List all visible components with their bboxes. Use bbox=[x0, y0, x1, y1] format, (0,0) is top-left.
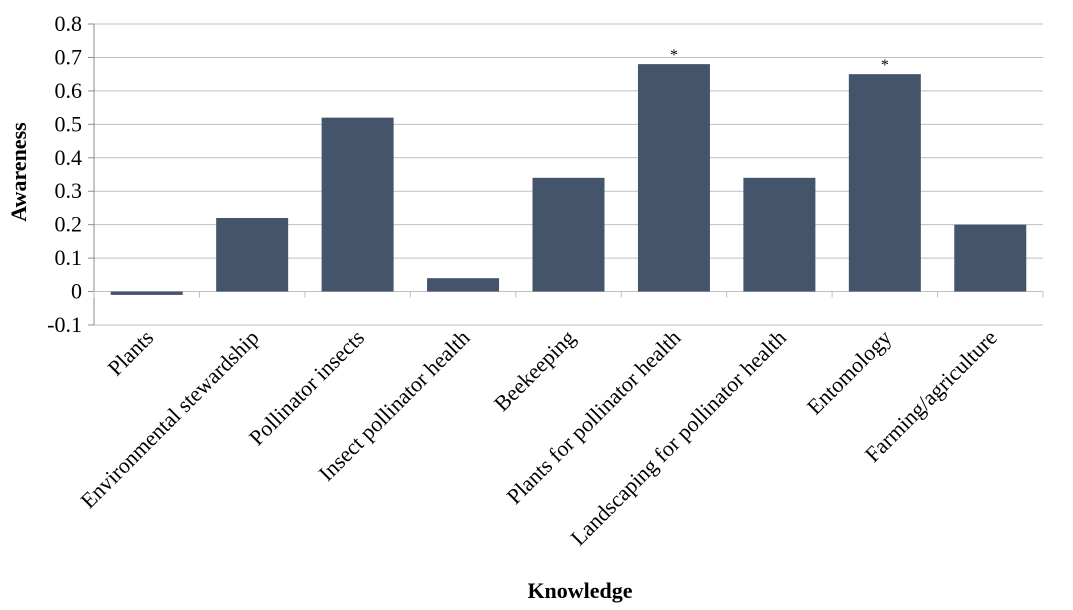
y-axis-title: Awareness bbox=[6, 122, 31, 222]
y-tick-label: 0 bbox=[71, 279, 82, 304]
y-tick-label: 0.3 bbox=[55, 178, 83, 203]
x-category-label: Plants bbox=[103, 325, 159, 381]
y-tick-label: 0.5 bbox=[55, 111, 83, 136]
y-tick-label: 0.7 bbox=[55, 44, 83, 69]
y-tick-label: 0.6 bbox=[55, 78, 83, 103]
y-tick-labels: -0.1 0 0.1 0.2 0.3 0.4 0.5 0.6 0.7 0.8 bbox=[47, 11, 82, 337]
bar-pollinator-insects bbox=[321, 117, 394, 292]
significance-annotation: * bbox=[670, 47, 678, 64]
x-category-label: Beekeeping bbox=[489, 325, 580, 416]
x-axis-title: Knowledge bbox=[527, 578, 632, 603]
y-tick-label: -0.1 bbox=[47, 312, 82, 337]
bar-environmental-stewardship bbox=[216, 217, 289, 292]
bar-entomology bbox=[848, 74, 921, 292]
bar-insect-pollinator-health bbox=[427, 278, 500, 292]
bars bbox=[110, 64, 1027, 295]
annotations: ** bbox=[670, 47, 889, 74]
bar-plants-for-pollinator-health bbox=[637, 64, 710, 292]
x-category-label: Plants for pollinator health bbox=[501, 325, 685, 509]
x-category-label: Environmental stewardship bbox=[75, 325, 263, 513]
x-category-label: Landscaping for pollinator health bbox=[565, 325, 790, 550]
significance-annotation: * bbox=[881, 57, 889, 74]
x-category-label: Entomology bbox=[802, 325, 897, 420]
bar-plants bbox=[110, 291, 183, 295]
bar-landscaping-for-pollinator-health bbox=[743, 177, 816, 292]
y-tick-label: 0.1 bbox=[55, 245, 83, 270]
bar-farming-agriculture bbox=[954, 224, 1027, 292]
bar-beekeeping bbox=[532, 177, 605, 292]
y-tick-label: 0.2 bbox=[55, 212, 83, 237]
y-tick-label: 0.8 bbox=[55, 11, 83, 36]
y-tick-label: 0.4 bbox=[55, 145, 83, 170]
